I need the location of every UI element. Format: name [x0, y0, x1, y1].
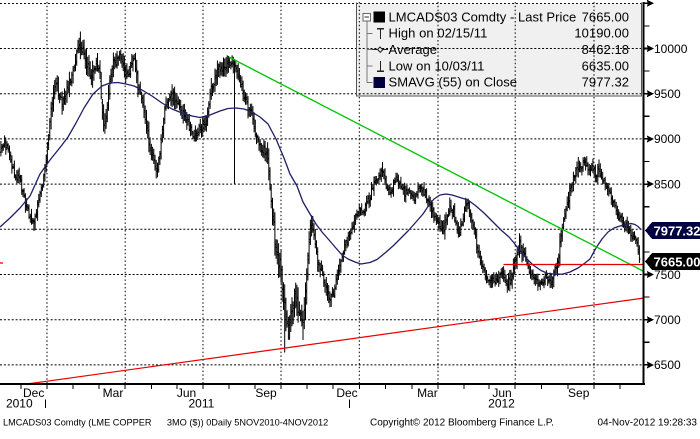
svg-text:10190.00: 10190.00 — [574, 26, 629, 41]
svg-text:Mar: Mar — [417, 386, 438, 400]
svg-text:Copyright© 2012 Bloomberg Fina: Copyright© 2012 Bloomberg Finance L.P. — [370, 418, 554, 429]
svg-text:LMCADS03 Comdty (LME COPPER: LMCADS03 Comdty (LME COPPER 3MO ($)) 0Da… — [3, 418, 328, 428]
svg-text:Mar: Mar — [103, 386, 124, 400]
svg-text:7977.32: 7977.32 — [582, 75, 629, 90]
svg-text:9000: 9000 — [654, 132, 681, 146]
svg-text:6500: 6500 — [654, 358, 681, 372]
svg-text:Sep: Sep — [568, 386, 590, 400]
svg-text:7665.00: 7665.00 — [582, 9, 629, 24]
svg-text:7000: 7000 — [654, 313, 681, 327]
svg-text:8462.18: 8462.18 — [582, 42, 629, 57]
svg-text:2012: 2012 — [488, 397, 515, 411]
svg-text:Average: Average — [389, 42, 438, 57]
svg-text:6635.00: 6635.00 — [582, 58, 629, 73]
svg-text:7500: 7500 — [654, 268, 681, 282]
svg-text:Dec: Dec — [336, 386, 357, 400]
svg-text:9500: 9500 — [654, 87, 681, 101]
svg-text:04-Nov-2012 19:28:33: 04-Nov-2012 19:28:33 — [597, 418, 697, 429]
svg-text:7977.32: 7977.32 — [654, 223, 700, 238]
svg-text:8500: 8500 — [654, 177, 681, 191]
svg-text:High on 02/15/11: High on 02/15/11 — [389, 26, 488, 41]
svg-text:10000: 10000 — [654, 42, 688, 56]
svg-text:LMCADS03 Comdty - Last Price: LMCADS03 Comdty - Last Price — [389, 9, 577, 24]
svg-text:SMAVG (55) on Close: SMAVG (55) on Close — [389, 75, 518, 90]
svg-text:2011: 2011 — [188, 397, 214, 411]
svg-text:Low on 10/03/11: Low on 10/03/11 — [389, 58, 485, 73]
svg-text:2010: 2010 — [6, 397, 33, 411]
svg-text:Sep: Sep — [255, 386, 277, 400]
